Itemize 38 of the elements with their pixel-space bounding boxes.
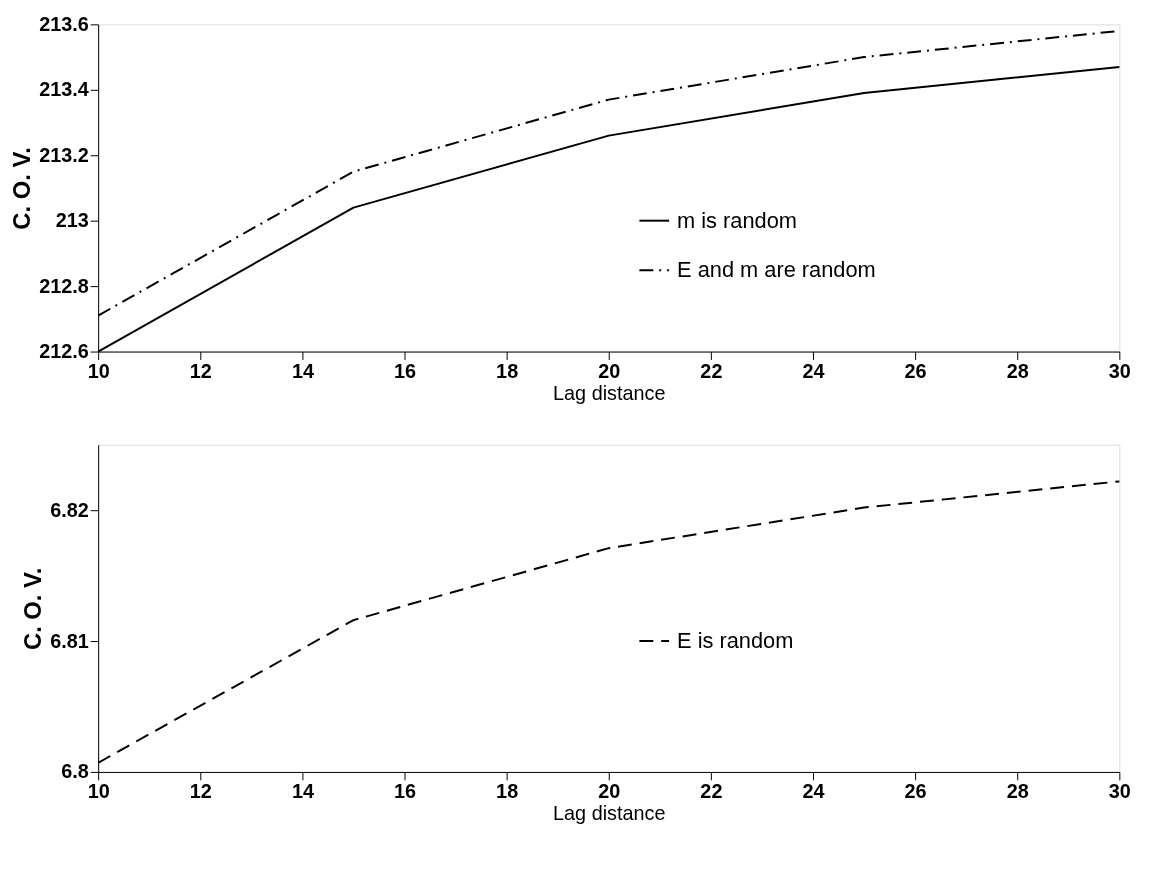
x-tick-label: 20 [598, 780, 621, 803]
legend-label: E is random [677, 628, 794, 654]
y-tick-label: 212.6 [39, 340, 89, 362]
x-tick-label: 26 [904, 359, 927, 382]
x-tick-label: 16 [393, 359, 417, 382]
y-tick-label: 6.81 [50, 629, 89, 652]
legend-label: m is random [677, 207, 797, 233]
x-tick-label: 28 [1006, 780, 1029, 803]
x-tick-label: 20 [598, 359, 621, 382]
y-axis-title: C. O. V. [19, 567, 47, 651]
x-tick-label: 10 [87, 780, 110, 803]
y-tick-label: 6.82 [50, 498, 89, 521]
x-tick-label: 30 [1108, 780, 1131, 803]
y-tick-label: 212.8 [39, 274, 89, 297]
y-tick-label: 213.4 [39, 78, 89, 101]
x-tick-label: 16 [393, 780, 417, 803]
x-tick-label: 14 [291, 780, 314, 803]
x-tick-label: 12 [189, 359, 212, 382]
x-tick-label: 24 [802, 780, 825, 803]
x-tick-label: 18 [496, 359, 519, 382]
x-tick-label: 26 [904, 780, 927, 803]
x-tick-label: 28 [1006, 359, 1029, 382]
y-tick-label: 213.2 [39, 143, 89, 166]
x-tick-label: 22 [700, 780, 723, 803]
x-axis-title: Lag distance [553, 802, 666, 825]
y-axis-title: C. O. V. [8, 147, 36, 230]
x-tick-label: 30 [1108, 359, 1131, 382]
x-tick-label: 24 [802, 359, 825, 382]
y-tick-label: 6.8 [61, 760, 89, 783]
x-tick-label: 10 [87, 359, 110, 382]
y-tick-label: 213 [55, 209, 89, 232]
y-tick-label: 213.6 [39, 12, 89, 35]
x-tick-label: 22 [700, 359, 723, 382]
x-axis-title: Lag distance [553, 381, 666, 404]
x-tick-label: 12 [189, 780, 212, 803]
legend-label: E and m are random [677, 257, 876, 283]
x-tick-label: 14 [291, 359, 314, 382]
x-tick-label: 18 [496, 780, 519, 803]
